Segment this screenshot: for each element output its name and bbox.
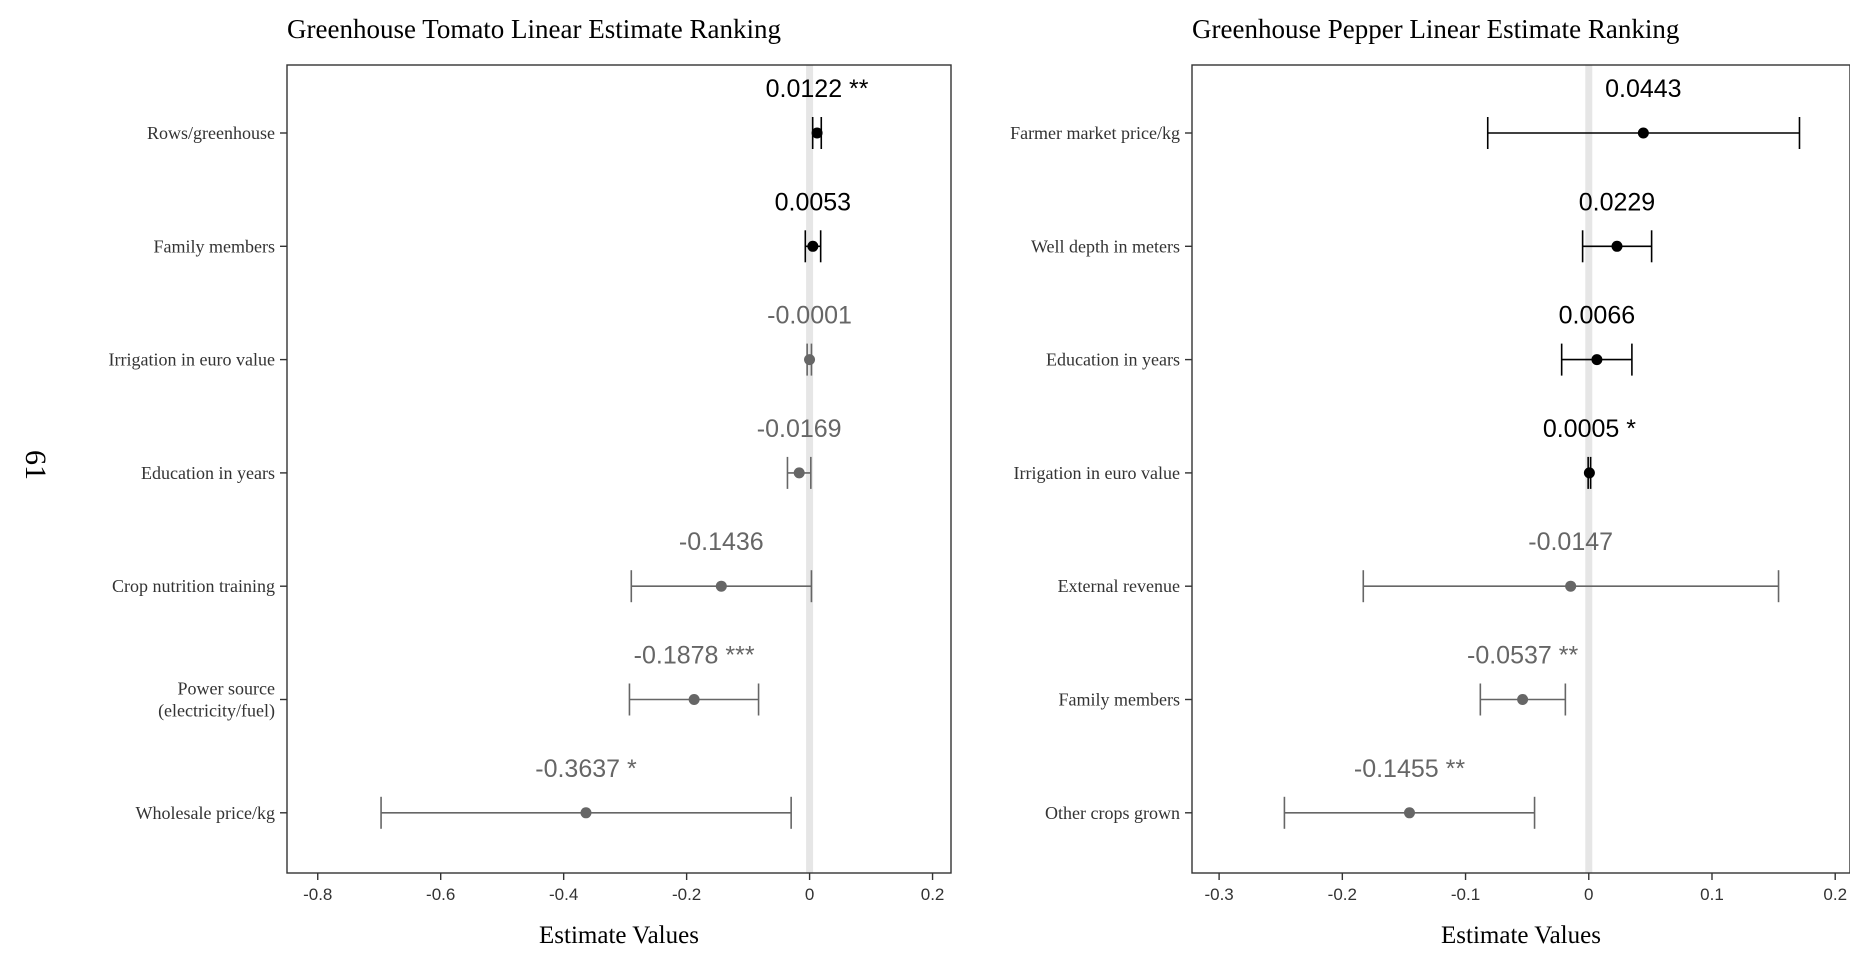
estimate-label: -0.1436 (679, 528, 764, 556)
estimate-label: -0.0537 ** (1467, 642, 1578, 670)
plot-border (286, 64, 952, 874)
estimate-row: Irrigation in euro value 0.0005 * (1014, 415, 1636, 489)
point-estimate (1583, 467, 1595, 479)
x-tick-label: -0.6 (426, 885, 455, 904)
x-tick-label: -0.3 (1204, 885, 1233, 904)
category-label-line: (electricity/fuel) (158, 701, 275, 722)
category-label: Well depth in meters (1031, 236, 1180, 256)
page-number: 61 (19, 450, 52, 480)
estimate-label: 0.0229 (1579, 188, 1655, 216)
category-label: Family members (1059, 690, 1180, 710)
estimate-label: -0.0169 (757, 415, 842, 443)
estimate-row: Other crops grown -0.1455 ** (1045, 755, 1536, 829)
category-label: Wholesale price/kg (136, 803, 275, 823)
chart-title: Greenhouse Pepper Linear Estimate Rankin… (1192, 14, 1679, 44)
category-label: Irrigation in euro value (1014, 463, 1180, 483)
estimate-row: Well depth in meters 0.0229 (1031, 188, 1655, 263)
estimate-label: -0.1455 ** (1354, 755, 1465, 783)
x-tick-label: 0.2 (1823, 885, 1847, 904)
chart-panel-1: Greenhouse Tomato Linear Estimate Rankin… (109, 14, 952, 949)
point-estimate (811, 127, 823, 139)
point-estimate (793, 467, 805, 479)
point-estimate (1591, 354, 1603, 366)
category-label: Farmer market price/kg (1010, 123, 1180, 143)
estimate-row: Family members 0.0053 (154, 188, 851, 263)
estimate-row: Education in years -0.0169 (141, 415, 842, 489)
x-tick-label: -0.8 (303, 885, 332, 904)
category-label-line: Power source (178, 679, 275, 699)
x-tick-label: -0.2 (672, 885, 701, 904)
estimate-row: External revenue -0.0147 (1058, 528, 1780, 603)
point-estimate (1565, 580, 1577, 592)
x-tick-label: -0.1 (1451, 885, 1480, 904)
x-tick-label: 0.1 (1700, 885, 1724, 904)
estimate-label: 0.0443 (1605, 75, 1681, 103)
estimate-row: Education in years 0.0066 (1046, 302, 1635, 376)
x-axis-title: Estimate Values (539, 922, 699, 949)
point-estimate (804, 354, 816, 366)
estimate-label: 0.0053 (775, 188, 851, 216)
category-label: Crop nutrition training (112, 576, 275, 596)
point-estimate (1403, 807, 1415, 819)
estimate-row: Family members -0.0537 ** (1059, 642, 1578, 716)
estimate-label: -0.1878 *** (634, 642, 755, 670)
point-estimate (688, 694, 700, 705)
estimate-label: 0.0005 * (1543, 415, 1636, 443)
plot-border (1191, 64, 1850, 874)
point-estimate (1517, 694, 1529, 705)
estimate-row: Crop nutrition training -0.1436 (112, 528, 813, 603)
estimate-label: 0.0066 (1559, 302, 1635, 330)
estimate-row: Irrigation in euro value -0.0001 (109, 302, 852, 376)
category-label: Education in years (141, 463, 275, 483)
category-label: Irrigation in euro value (109, 350, 275, 370)
estimate-label: -0.0147 (1528, 528, 1613, 556)
category-label: Family members (154, 236, 275, 256)
x-axis-title: Estimate Values (1441, 922, 1601, 949)
x-tick-label: -0.2 (1328, 885, 1357, 904)
category-label: Rows/greenhouse (147, 123, 275, 143)
category-label: External revenue (1058, 576, 1180, 596)
point-estimate (1637, 127, 1649, 139)
category-label: Power source (electricity/fuel) (158, 679, 275, 722)
point-estimate (807, 240, 819, 252)
category-label: Other crops grown (1045, 803, 1180, 823)
estimate-label: -0.3637 * (535, 755, 637, 783)
x-tick-label: 0 (1584, 885, 1593, 904)
point-estimate (1611, 240, 1623, 252)
point-estimate (715, 580, 727, 592)
x-tick-label: 0.2 (921, 885, 945, 904)
chart-title: Greenhouse Tomato Linear Estimate Rankin… (287, 14, 781, 44)
estimate-row: Farmer market price/kg 0.0443 (1010, 75, 1801, 149)
estimate-row: Wholesale price/kg -0.3637 * (136, 755, 792, 829)
estimate-row: Rows/greenhouse 0.0122 ** (147, 75, 869, 149)
x-tick-label: -0.4 (549, 885, 578, 904)
estimate-label: 0.0122 ** (766, 75, 869, 103)
estimate-label: -0.0001 (767, 302, 852, 330)
category-label: Education in years (1046, 350, 1180, 370)
point-estimate (580, 807, 592, 819)
estimate-row: Power source (electricity/fuel) -0.1878 **… (158, 642, 760, 722)
chart-panel-2: Greenhouse Pepper Linear Estimate Rankin… (1010, 14, 1850, 949)
x-tick-label: 0 (805, 885, 814, 904)
